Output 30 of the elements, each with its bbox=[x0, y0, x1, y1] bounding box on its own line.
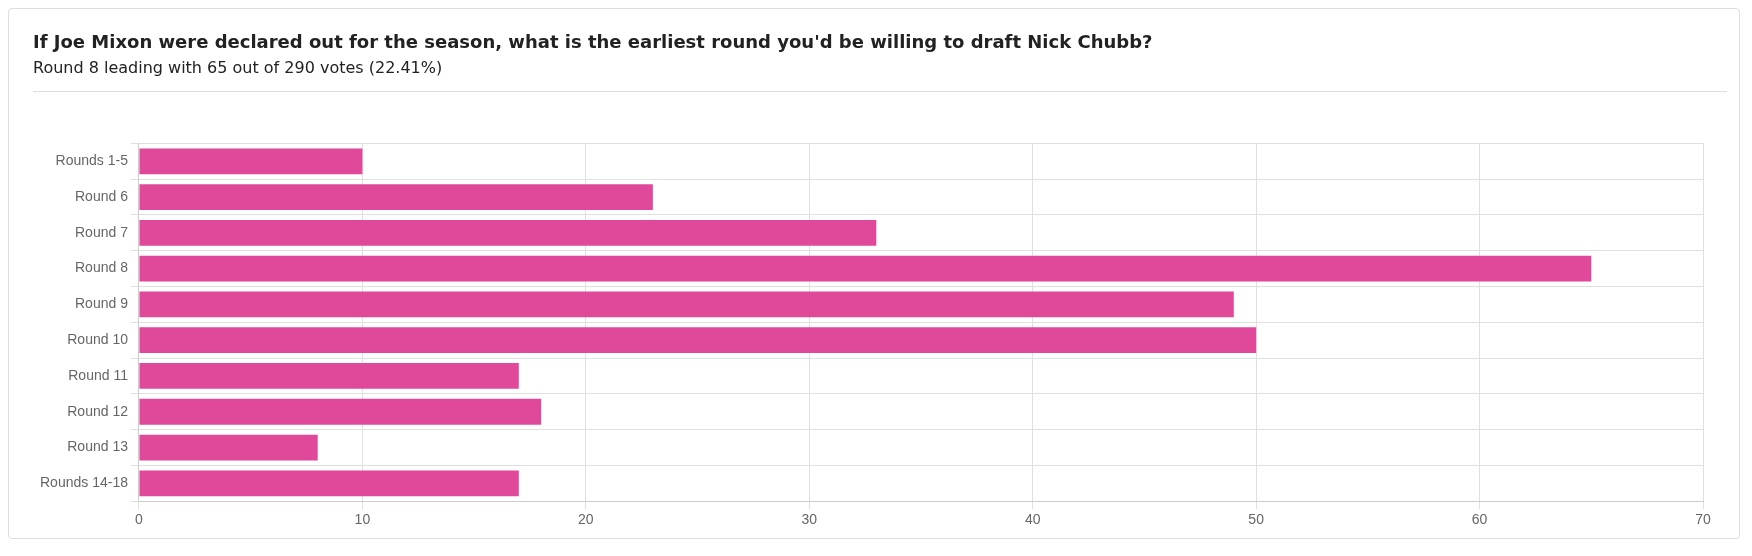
bar bbox=[139, 327, 1257, 354]
bar bbox=[139, 291, 1234, 318]
bar bbox=[139, 470, 519, 497]
y-tick-label: Round 11 bbox=[68, 366, 129, 383]
x-tick-label: 30 bbox=[801, 511, 818, 528]
bar bbox=[139, 398, 542, 425]
chart-title: If Joe Mixon were declared out for the season, what is the earliest round you'd be willing to draft Nick Chubb? bbox=[33, 31, 1154, 52]
x-tick-label: 70 bbox=[1695, 511, 1711, 528]
y-tick-label: Round 9 bbox=[75, 295, 129, 312]
y-tick-label: Round 8 bbox=[75, 259, 129, 276]
bar bbox=[139, 184, 653, 210]
y-tick-label: Round 10 bbox=[67, 331, 129, 348]
y-tick-label: Round 7 bbox=[75, 223, 129, 240]
x-tick-label: 20 bbox=[578, 511, 594, 528]
x-tick-label: 60 bbox=[1471, 511, 1488, 528]
x-tick-label: 0 bbox=[135, 511, 144, 528]
y-tick-label: Round 6 bbox=[75, 187, 129, 204]
x-tick-label: 40 bbox=[1024, 511, 1041, 528]
x-tick-label: 50 bbox=[1248, 511, 1265, 528]
y-tick-label: Round 12 bbox=[67, 402, 129, 419]
bar bbox=[139, 219, 877, 246]
y-tick-label: Rounds 14-18 bbox=[40, 474, 129, 491]
bar bbox=[139, 363, 519, 389]
bar bbox=[139, 255, 1592, 282]
chart-subtitle: Round 8 leading with 65 out of 290 votes (22.41%) bbox=[33, 58, 444, 77]
bar bbox=[139, 434, 318, 461]
y-tick-label: Round 13 bbox=[67, 438, 129, 455]
bar bbox=[139, 148, 363, 175]
y-tick-label: Rounds 1-5 bbox=[55, 152, 129, 169]
x-tick-label: 10 bbox=[354, 511, 371, 528]
